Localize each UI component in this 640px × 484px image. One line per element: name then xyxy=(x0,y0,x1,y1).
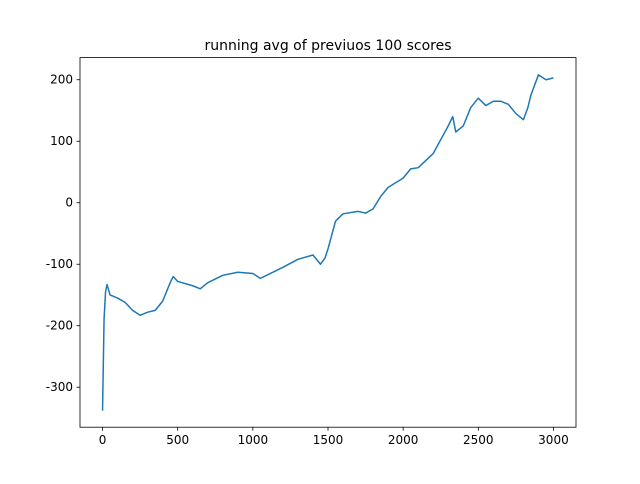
y-tick-label: -300 xyxy=(46,380,73,394)
line xyxy=(101,74,554,411)
chart-title: running avg of previuos 100 scores xyxy=(204,38,451,54)
x-tick-label: 2500 xyxy=(463,433,494,447)
y-tick-label: -200 xyxy=(46,319,73,333)
x-tick-label: 0 xyxy=(99,433,107,447)
x-tick-label: 1000 xyxy=(238,433,269,447)
x-tick-label: 2000 xyxy=(388,433,419,447)
x-tick-label: 500 xyxy=(166,433,189,447)
y-tick-label: 100 xyxy=(50,134,73,148)
y-tick-label: 200 xyxy=(50,73,73,87)
y-tick-label: -100 xyxy=(46,257,73,271)
axes-frame xyxy=(79,57,577,428)
x-tick-label: 1500 xyxy=(313,433,344,447)
x-tick-label: 3000 xyxy=(538,433,569,447)
y-tick-label: 0 xyxy=(65,196,73,210)
